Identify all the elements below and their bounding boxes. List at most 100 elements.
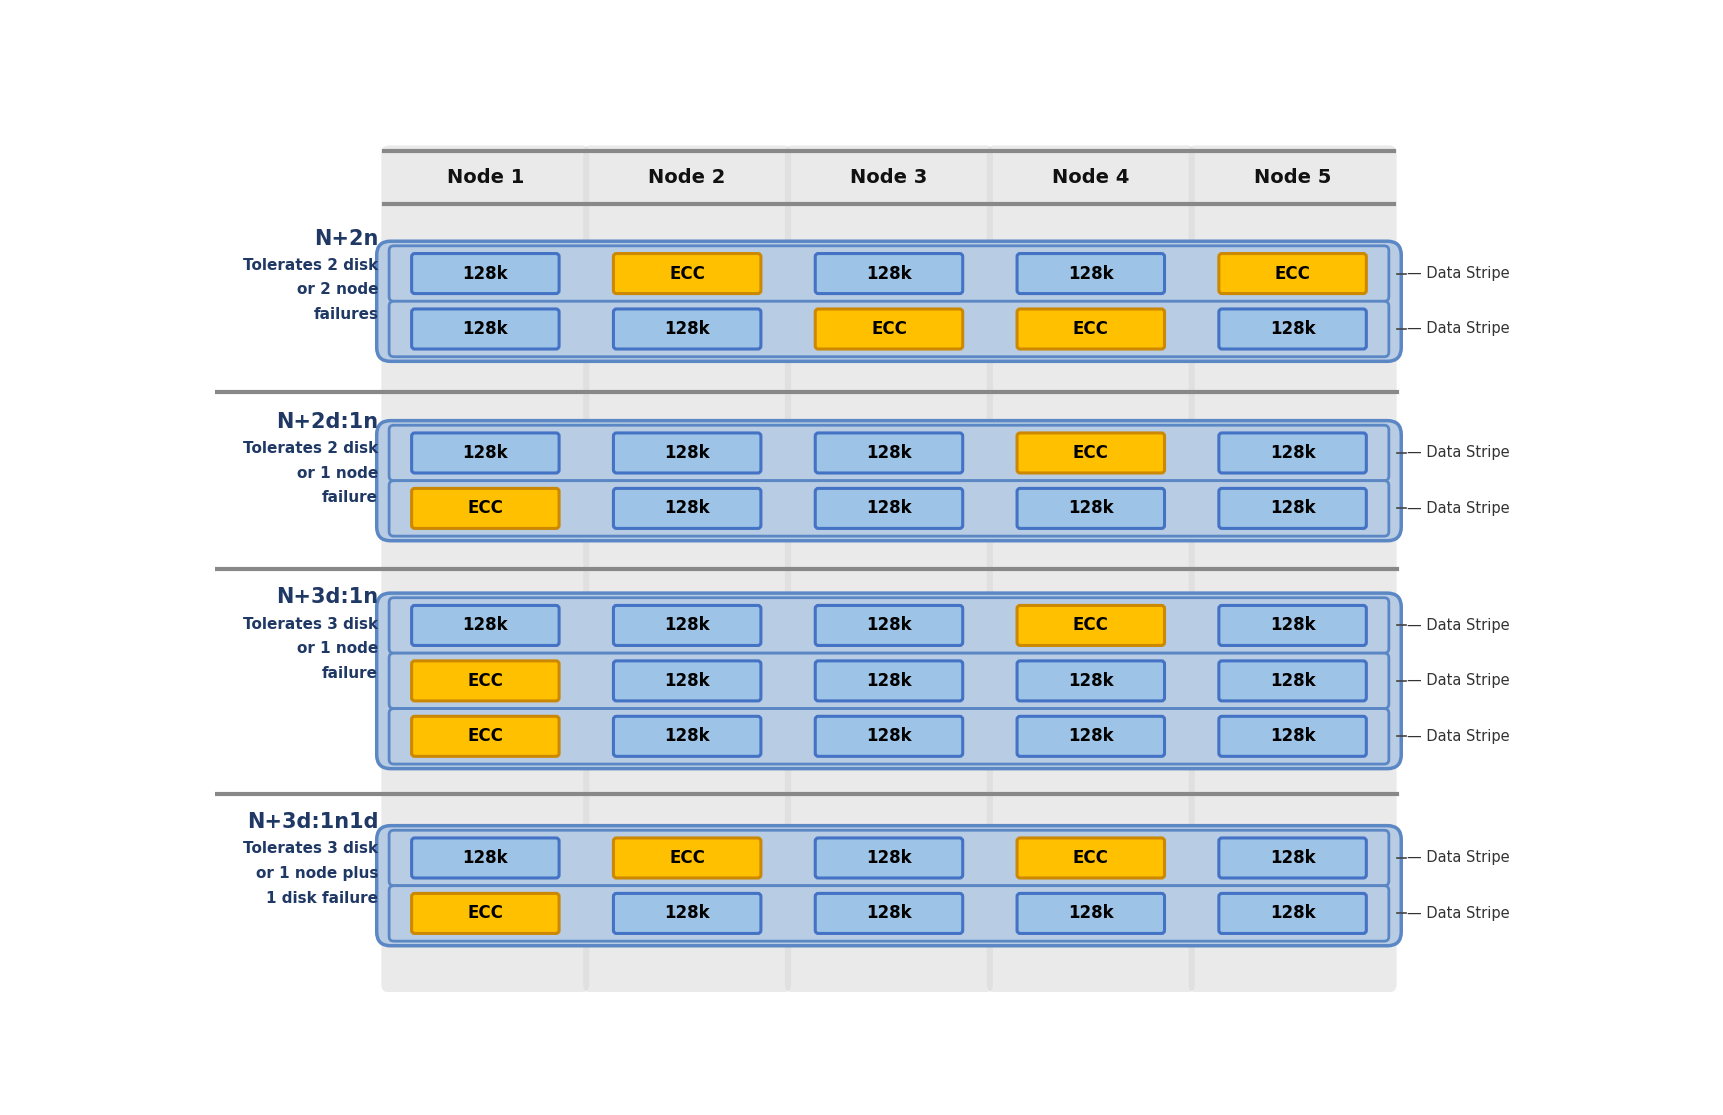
Text: 128k: 128k (865, 849, 911, 867)
Text: 128k: 128k (865, 672, 911, 690)
FancyBboxPatch shape (1218, 716, 1366, 756)
FancyBboxPatch shape (986, 145, 1194, 992)
Text: 128k: 128k (865, 500, 911, 517)
FancyBboxPatch shape (1218, 253, 1366, 293)
Text: ECC: ECC (467, 727, 503, 745)
FancyBboxPatch shape (815, 661, 961, 701)
FancyBboxPatch shape (377, 593, 1401, 768)
Text: 128k: 128k (865, 727, 911, 745)
FancyBboxPatch shape (412, 433, 558, 473)
Text: Node 5: Node 5 (1253, 167, 1330, 187)
FancyBboxPatch shape (1187, 145, 1396, 992)
Text: — Data Stripe: — Data Stripe (1406, 266, 1509, 281)
Text: 128k: 128k (1270, 444, 1315, 462)
FancyBboxPatch shape (784, 145, 992, 992)
Text: ECC: ECC (1273, 264, 1309, 282)
FancyBboxPatch shape (389, 425, 1389, 481)
FancyBboxPatch shape (389, 831, 1389, 885)
Text: Tolerates 3 disk: Tolerates 3 disk (243, 617, 377, 631)
Text: 128k: 128k (663, 904, 710, 922)
FancyBboxPatch shape (613, 716, 760, 756)
FancyBboxPatch shape (613, 309, 760, 349)
Text: Node 4: Node 4 (1051, 167, 1129, 187)
FancyBboxPatch shape (389, 598, 1389, 653)
Text: failure: failure (322, 491, 377, 505)
FancyBboxPatch shape (815, 605, 961, 646)
Text: 1 disk failure: 1 disk failure (265, 891, 377, 905)
Text: 128k: 128k (1270, 617, 1315, 634)
FancyBboxPatch shape (412, 488, 558, 529)
FancyBboxPatch shape (1017, 309, 1163, 349)
Text: — Data Stripe: — Data Stripe (1406, 729, 1509, 744)
FancyBboxPatch shape (412, 893, 558, 933)
Text: 128k: 128k (1270, 500, 1315, 517)
FancyBboxPatch shape (389, 885, 1389, 941)
FancyBboxPatch shape (1017, 716, 1163, 756)
Text: — Data Stripe: — Data Stripe (1406, 673, 1509, 688)
Text: 128k: 128k (1270, 727, 1315, 745)
Text: 128k: 128k (865, 264, 911, 282)
Text: 128k: 128k (462, 617, 508, 634)
Text: ECC: ECC (1072, 444, 1108, 462)
FancyBboxPatch shape (613, 433, 760, 473)
FancyBboxPatch shape (412, 309, 558, 349)
FancyBboxPatch shape (389, 481, 1389, 536)
FancyBboxPatch shape (582, 145, 791, 992)
Text: Tolerates 2 disk: Tolerates 2 disk (243, 258, 377, 273)
FancyBboxPatch shape (1017, 838, 1163, 878)
Text: 128k: 128k (1067, 672, 1113, 690)
Text: 128k: 128k (663, 444, 710, 462)
Text: ECC: ECC (870, 320, 906, 338)
FancyBboxPatch shape (613, 253, 760, 293)
FancyBboxPatch shape (412, 253, 558, 293)
FancyBboxPatch shape (1017, 488, 1163, 529)
FancyBboxPatch shape (613, 661, 760, 701)
Text: — Data Stripe: — Data Stripe (1406, 501, 1509, 516)
FancyBboxPatch shape (815, 488, 961, 529)
Text: 128k: 128k (663, 500, 710, 517)
Text: 128k: 128k (1270, 904, 1315, 922)
Text: 128k: 128k (865, 444, 911, 462)
Text: N+2d:1n: N+2d:1n (276, 411, 377, 432)
Text: or 1 node plus: or 1 node plus (255, 866, 377, 881)
Text: N+2n: N+2n (314, 229, 377, 249)
FancyBboxPatch shape (1218, 838, 1366, 878)
FancyBboxPatch shape (815, 838, 961, 878)
Text: ECC: ECC (467, 500, 503, 517)
FancyBboxPatch shape (377, 420, 1401, 541)
Text: or 1 node: or 1 node (296, 466, 377, 481)
Text: or 1 node: or 1 node (296, 641, 377, 657)
Text: ECC: ECC (467, 904, 503, 922)
FancyBboxPatch shape (815, 716, 961, 756)
FancyBboxPatch shape (613, 893, 760, 933)
FancyBboxPatch shape (389, 709, 1389, 764)
Text: 128k: 128k (865, 904, 911, 922)
FancyBboxPatch shape (1218, 605, 1366, 646)
FancyBboxPatch shape (613, 488, 760, 529)
Text: 128k: 128k (663, 672, 710, 690)
Text: 128k: 128k (1067, 904, 1113, 922)
Text: failures: failures (314, 307, 377, 322)
FancyBboxPatch shape (412, 716, 558, 756)
FancyBboxPatch shape (381, 145, 589, 992)
FancyBboxPatch shape (1017, 893, 1163, 933)
FancyBboxPatch shape (389, 301, 1389, 357)
FancyBboxPatch shape (389, 653, 1389, 709)
FancyBboxPatch shape (377, 241, 1401, 361)
FancyBboxPatch shape (412, 838, 558, 878)
Text: 128k: 128k (663, 727, 710, 745)
Text: 128k: 128k (1270, 849, 1315, 867)
FancyBboxPatch shape (1218, 309, 1366, 349)
FancyBboxPatch shape (1017, 433, 1163, 473)
Text: 128k: 128k (1067, 727, 1113, 745)
FancyBboxPatch shape (613, 605, 760, 646)
Text: ECC: ECC (1072, 849, 1108, 867)
FancyBboxPatch shape (1017, 605, 1163, 646)
FancyBboxPatch shape (412, 605, 558, 646)
Text: Tolerates 3 disk: Tolerates 3 disk (243, 842, 377, 856)
FancyBboxPatch shape (815, 893, 961, 933)
Text: Node 1: Node 1 (446, 167, 524, 187)
Text: or 2 node: or 2 node (296, 282, 377, 298)
Text: — Data Stripe: — Data Stripe (1406, 446, 1509, 460)
Text: N+3d:1n: N+3d:1n (276, 588, 377, 608)
